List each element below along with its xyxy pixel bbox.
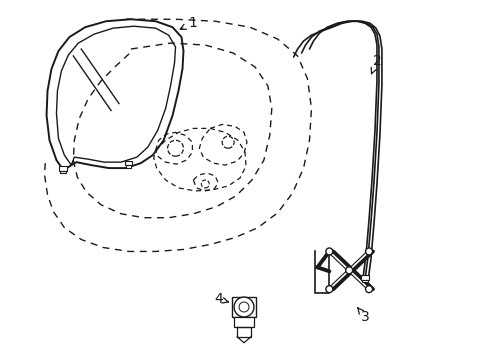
Bar — [360, 275, 368, 280]
Bar — [60, 166, 67, 171]
Text: 3: 3 — [357, 308, 368, 324]
Bar — [234, 317, 253, 327]
Circle shape — [365, 248, 372, 255]
Bar — [232, 297, 255, 317]
Bar — [126, 166, 131, 167]
Bar — [361, 280, 367, 282]
Circle shape — [345, 267, 352, 274]
Bar — [61, 171, 66, 173]
Circle shape — [325, 248, 332, 255]
Text: 1: 1 — [180, 16, 197, 30]
Circle shape — [365, 286, 372, 293]
Text: 4: 4 — [213, 292, 228, 306]
Bar — [125, 161, 132, 166]
Circle shape — [325, 286, 332, 293]
Text: 2: 2 — [370, 54, 381, 74]
Circle shape — [234, 297, 253, 317]
